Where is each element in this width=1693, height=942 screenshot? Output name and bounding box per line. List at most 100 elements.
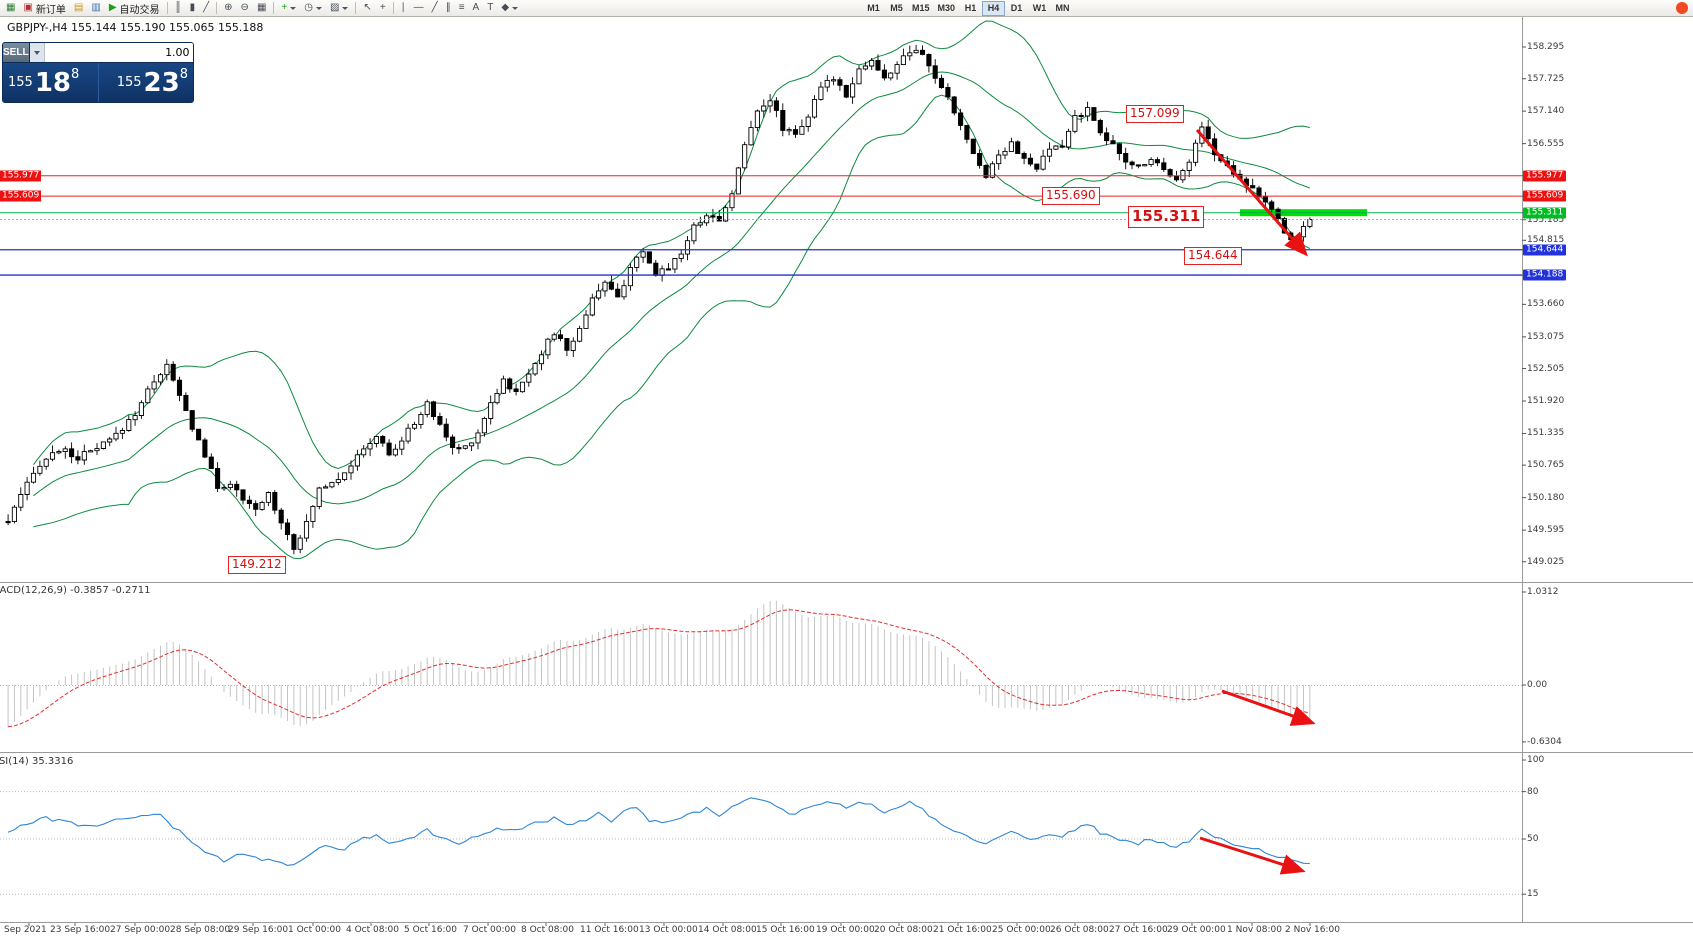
timeframe-m15-button[interactable]: M15 bbox=[908, 1, 934, 16]
bars-chart-icon: ║ bbox=[174, 2, 182, 13]
buy-price-sup: 8 bbox=[179, 67, 188, 82]
zoom-in-icon: ⊕ bbox=[224, 2, 233, 13]
horizontal-line-tool-button[interactable]: ― bbox=[410, 1, 428, 16]
line-chart-button[interactable]: ╱ bbox=[199, 1, 213, 16]
timeframe-h4-button[interactable]: H4 bbox=[982, 0, 1006, 16]
one-click-trading-widget: SELL BUY 155 18 8 155 23 8 bbox=[2, 42, 194, 103]
sell-price-prefix: 155 bbox=[8, 75, 33, 90]
new-order-icon: ▣ bbox=[23, 2, 33, 13]
template-selector-button[interactable]: ▨ bbox=[326, 1, 352, 16]
indicator-list-button[interactable]: ▤ bbox=[70, 1, 87, 16]
shapes-tool-icon: ◆ bbox=[501, 2, 510, 13]
chevron-down-icon bbox=[315, 6, 322, 10]
indicators-add-button[interactable]: + bbox=[277, 1, 300, 16]
horizontal-line-tool-icon: ― bbox=[413, 2, 424, 13]
timeframe-w1-button[interactable]: W1 bbox=[1028, 1, 1051, 16]
macd-signal-line bbox=[7, 609, 1310, 728]
timeframe-m1-button[interactable]: M1 bbox=[862, 1, 885, 16]
toolbar: ▦ ▣ 新订单 ▤ ▥ ▶ 自动交易 ║ ▮ ╱ ⊕ ⊖ ▦ + ◷ ▨ ↖ + ∣ ― ╱ ∥ ≡ A T ◆ M1 M5 M15 M… bbox=[0, 0, 1693, 17]
vertical-line-tool-button[interactable]: ∣ bbox=[397, 1, 410, 16]
new-order-button[interactable]: ▣ 新订单 bbox=[19, 1, 69, 16]
cursor-tool-icon: ↖ bbox=[363, 2, 372, 13]
macd-indicator-label: MACD(12,26,9) -0.3857 -0.2711 bbox=[0, 585, 151, 596]
trade-widget-header: SELL BUY bbox=[3, 43, 193, 63]
rsi-indicator-label: RSI(14) 35.3316 bbox=[0, 756, 74, 767]
buy-price-main: 23 bbox=[143, 67, 180, 98]
toolbar-separator bbox=[355, 2, 357, 14]
zoom-in-button[interactable]: ⊕ bbox=[220, 1, 236, 16]
vertical-line-tool-icon: ∣ bbox=[400, 2, 406, 13]
auto-trading-label: 自动交易 bbox=[119, 4, 160, 16]
chevron-down-icon bbox=[33, 50, 40, 55]
trend-arrow bbox=[1195, 129, 1308, 257]
chevron-down-icon bbox=[512, 6, 519, 10]
channel-tool-button[interactable]: ∥ bbox=[442, 1, 455, 16]
line-chart-icon: ╱ bbox=[203, 2, 210, 13]
candle-wicks bbox=[7, 44, 1311, 555]
zoom-out-button[interactable]: ⊖ bbox=[237, 1, 253, 16]
toolbar-separator bbox=[273, 2, 275, 14]
sell-price[interactable]: 155 18 8 bbox=[3, 63, 98, 102]
period-selector-icon: ◷ bbox=[304, 2, 313, 13]
volume-dropdown-button[interactable] bbox=[29, 43, 45, 62]
text-tool-button[interactable]: A bbox=[469, 1, 484, 16]
cursor-tool-button[interactable]: ↖ bbox=[359, 1, 375, 16]
market-watch-button[interactable]: ▥ bbox=[87, 1, 104, 16]
auto-trading-button[interactable]: ▶ 自动交易 bbox=[105, 1, 164, 16]
bollinger-middle bbox=[33, 71, 1310, 505]
chevron-down-icon bbox=[290, 6, 297, 10]
label-tool-icon: T bbox=[487, 2, 494, 13]
auto-trading-icon: ▶ bbox=[108, 2, 117, 13]
channel-tool-icon: ∥ bbox=[445, 2, 451, 13]
toolbar-separator bbox=[392, 2, 394, 14]
bars-chart-button[interactable]: ║ bbox=[171, 1, 186, 16]
toolbar-separator bbox=[216, 2, 218, 14]
trend-arrow bbox=[1199, 836, 1306, 875]
shapes-tool-button[interactable]: ◆ bbox=[497, 1, 522, 16]
notification-icon[interactable] bbox=[1676, 2, 1688, 14]
toolbar-button-group: ▦ ▣ 新订单 ▤ ▥ ▶ 自动交易 ║ ▮ ╱ ⊕ ⊖ ▦ + ◷ ▨ ↖ + ∣ ― ╱ ∥ ≡ A T ◆ bbox=[2, 0, 522, 16]
new-order-label: 新订单 bbox=[35, 4, 66, 16]
template-selector-icon: ▨ bbox=[329, 2, 340, 13]
new-chart-button[interactable]: ▦ bbox=[2, 1, 19, 16]
bollinger-lower bbox=[33, 94, 1311, 560]
tile-windows-icon: ▦ bbox=[256, 2, 267, 13]
tile-windows-button[interactable]: ▦ bbox=[253, 1, 270, 16]
zoom-out-icon: ⊖ bbox=[240, 2, 249, 13]
toolbar-separator bbox=[166, 2, 168, 14]
timeframe-h1-button[interactable]: H1 bbox=[959, 1, 982, 16]
label-tool-button[interactable]: T bbox=[483, 1, 497, 16]
trend-arrow bbox=[1221, 689, 1316, 726]
indicator-list-icon: ▤ bbox=[73, 2, 84, 13]
buy-price[interactable]: 155 23 8 bbox=[97, 63, 194, 102]
fibonacci-tool-icon: ≡ bbox=[458, 2, 465, 13]
candles-chart-icon: ▮ bbox=[189, 2, 196, 13]
volume-control bbox=[29, 43, 193, 62]
down-candles bbox=[5, 49, 1294, 550]
trendline-tool-icon: ╱ bbox=[431, 2, 438, 13]
volume-input[interactable] bbox=[44, 43, 193, 62]
text-tool-icon: A bbox=[472, 2, 480, 13]
timeframe-d1-button[interactable]: D1 bbox=[1005, 1, 1028, 16]
macd-histogram bbox=[7, 600, 1311, 727]
indicators-add-icon: + bbox=[281, 2, 288, 13]
sell-button[interactable]: SELL bbox=[3, 43, 30, 62]
period-selector-button[interactable]: ◷ bbox=[300, 1, 326, 16]
market-watch-icon: ▥ bbox=[91, 2, 101, 13]
timeframe-bar: M1 M5 M15 M30 H1 H4 D1 W1 MN bbox=[862, 0, 1074, 16]
crosshair-tool-icon: + bbox=[379, 2, 386, 13]
sell-price-sup: 8 bbox=[71, 67, 80, 82]
timeframe-m5-button[interactable]: M5 bbox=[885, 1, 908, 16]
candles-chart-button[interactable]: ▮ bbox=[186, 1, 200, 16]
crosshair-tool-button[interactable]: + bbox=[376, 1, 390, 16]
trade-widget-prices: 155 18 8 155 23 8 bbox=[3, 63, 193, 102]
time-axis-ticks bbox=[28, 923, 1311, 926]
timeframe-m30-button[interactable]: M30 bbox=[934, 1, 960, 16]
chart-symbol-info: GBPJPY-,H4 155.144 155.190 155.065 155.1… bbox=[7, 21, 264, 34]
rsi-line bbox=[7, 797, 1310, 866]
timeframe-mn-button[interactable]: MN bbox=[1051, 1, 1074, 16]
fibonacci-tool-button[interactable]: ≡ bbox=[455, 1, 469, 16]
trendline-tool-button[interactable]: ╱ bbox=[428, 1, 442, 16]
